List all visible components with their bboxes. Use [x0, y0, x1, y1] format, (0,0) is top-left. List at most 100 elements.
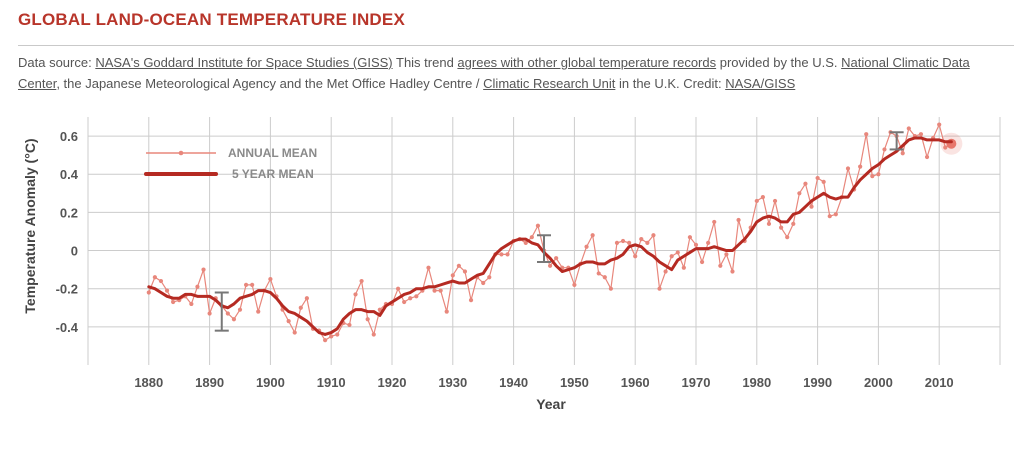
- annual-mean-point: [158, 278, 164, 284]
- x-tick-labels: 1880 1890 1900 1910 1920 1930 1940 1950 1960 1970…: [134, 375, 953, 390]
- annual-mean-point: [712, 219, 717, 225]
- annual-mean-point: [195, 284, 200, 289]
- annual-mean-point: [681, 265, 686, 270]
- annual-mean-point: [547, 263, 553, 268]
- annual-mean-point: [365, 317, 370, 322]
- annual-mean-point: [523, 240, 528, 246]
- annual-mean-point: [481, 280, 486, 286]
- x-tick-label: 1880: [134, 375, 163, 390]
- annual-mean-point: [438, 288, 443, 293]
- annual-mean-point: [918, 132, 924, 137]
- annual-mean-point: [675, 250, 680, 255]
- source-text: in the U.K. Credit:: [615, 76, 726, 91]
- annual-mean-point: [286, 319, 291, 324]
- annual-mean-point: [870, 174, 875, 179]
- annual-mean-point: [633, 254, 638, 259]
- annual-mean-point: [298, 305, 303, 310]
- source-link[interactable]: NASA's Goddard Institute for Space Studi…: [95, 55, 393, 70]
- latest-point-marker: [946, 138, 957, 149]
- annual-mean-point: [779, 225, 784, 230]
- annual-mean-point: [687, 235, 693, 240]
- annual-mean-point: [323, 338, 328, 343]
- x-tick-label: 1900: [256, 375, 285, 390]
- annual-mean-point: [359, 278, 364, 284]
- annual-mean-point: [304, 296, 309, 301]
- annual-mean-point: [730, 269, 735, 274]
- y-tick-label: 0.2: [60, 205, 78, 220]
- annual-mean-point: [152, 275, 157, 280]
- annual-mean-point: [329, 334, 334, 339]
- annual-mean-point: [505, 252, 510, 257]
- y-tick-label: 0: [71, 244, 78, 259]
- annual-mean-point: [414, 294, 419, 299]
- source-text: Data source:: [18, 55, 96, 70]
- annual-mean-point: [663, 269, 668, 274]
- annual-mean-point: [535, 223, 541, 228]
- annual-mean-point: [882, 147, 887, 152]
- x-tick-label: 1960: [621, 375, 650, 390]
- annual-mean-point: [468, 298, 474, 303]
- annual-mean-point: [250, 282, 255, 287]
- title-divider: [18, 45, 1014, 46]
- y-tick-label: -0.2: [56, 282, 78, 297]
- source-text: , the Japanese Meteorological Agency and…: [56, 76, 484, 91]
- annual-mean-point: [943, 145, 948, 150]
- annual-mean-point: [639, 236, 644, 242]
- y-tick-labels: -0.4 -0.2 0 0.2 0.4 0.6: [56, 129, 79, 335]
- x-tick-label: 1930: [438, 375, 467, 390]
- annual-mean-point: [572, 282, 577, 287]
- chart-title: GLOBAL LAND-OCEAN TEMPERATURE INDEX: [18, 10, 405, 29]
- annual-mean-point: [584, 244, 589, 249]
- annual-mean-point: [669, 254, 674, 259]
- annual-mean-point: [876, 172, 881, 177]
- annual-mean-point: [456, 263, 461, 268]
- legend: ANNUAL MEAN 5 YEAR MEAN: [144, 146, 317, 181]
- annual-mean-point: [231, 317, 237, 322]
- legend-five-year-label: 5 YEAR MEAN: [232, 167, 314, 181]
- annual-mean-point: [937, 122, 942, 127]
- annual-mean-point: [499, 252, 504, 257]
- annual-mean-point: [426, 265, 431, 270]
- annual-mean-point: [833, 212, 838, 217]
- annual-mean-point: [760, 195, 765, 200]
- annual-mean-point: [754, 198, 759, 204]
- x-tick-label: 1990: [803, 375, 832, 390]
- source-link[interactable]: NASA/GISS: [725, 76, 796, 91]
- x-tick-label: 1910: [317, 375, 346, 390]
- annual-mean-point: [827, 214, 832, 219]
- annual-mean-point: [450, 273, 455, 278]
- annual-mean-point: [864, 132, 869, 137]
- source-link[interactable]: agrees with other global temperature rec…: [457, 55, 717, 70]
- annual-mean-point: [268, 277, 273, 282]
- annual-mean-point: [608, 286, 613, 291]
- source-link[interactable]: Climatic Research Unit: [483, 76, 616, 91]
- annual-mean-point: [596, 271, 601, 276]
- annual-mean-point: [353, 292, 358, 297]
- annual-mean-point: [718, 263, 723, 268]
- annual-mean-point: [651, 233, 656, 238]
- annual-mean-point: [791, 221, 796, 226]
- annual-mean-point: [699, 259, 705, 265]
- five-year-mean-line: [147, 136, 953, 336]
- annual-mean-point: [785, 235, 790, 240]
- annual-mean-point: [614, 240, 620, 246]
- five-year-mean-series: [147, 136, 953, 336]
- y-tick-label: 0.6: [60, 129, 78, 144]
- x-tick-label: 1980: [742, 375, 771, 390]
- annual-mean-point: [706, 240, 711, 246]
- annual-mean-point: [347, 322, 352, 328]
- annual-mean-point: [201, 267, 206, 272]
- source-text: This trend: [392, 55, 458, 70]
- x-tick-label: 1890: [195, 375, 224, 390]
- x-tick-label: 1950: [560, 375, 589, 390]
- annual-mean-point: [335, 332, 340, 337]
- legend-annual-label: ANNUAL MEAN: [228, 146, 317, 160]
- annual-mean-point: [803, 181, 808, 186]
- source-link[interactable]: National Climatic Data Center: [18, 55, 970, 91]
- annual-mean-point: [256, 309, 261, 314]
- annual-mean-point: [809, 204, 814, 209]
- x-tick-label: 1970: [682, 375, 711, 390]
- annual-mean-point: [554, 256, 559, 261]
- legend-annual-marker: [178, 150, 184, 156]
- annual-mean-point: [924, 154, 930, 160]
